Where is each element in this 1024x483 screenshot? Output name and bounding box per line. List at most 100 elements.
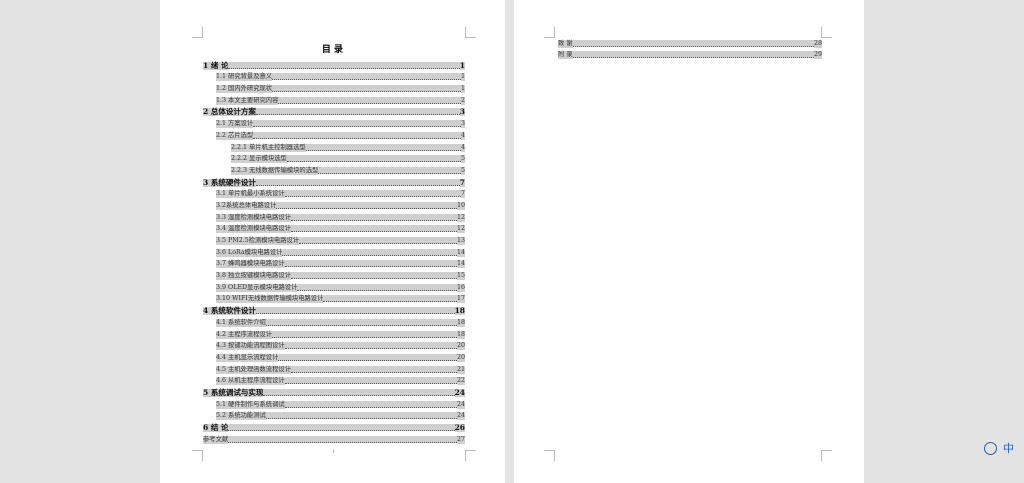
entry-text: 2.1 方案设计 bbox=[216, 120, 254, 129]
entry-page: 14 bbox=[456, 260, 465, 269]
crop-mark bbox=[821, 450, 832, 461]
dot-leader bbox=[291, 365, 457, 373]
entry-page: 15 bbox=[456, 272, 465, 281]
dot-leader bbox=[272, 330, 457, 338]
entry-text: 3.2系统总体电路设计 bbox=[216, 201, 277, 210]
entry-text: 1.1 研究背景及意义 bbox=[216, 73, 273, 82]
dot-leader bbox=[253, 131, 461, 139]
entry-text: 1 绪 论 bbox=[203, 60, 229, 70]
crop-mark bbox=[192, 27, 203, 38]
toc-entry: 2 总体设计方案 3 bbox=[203, 105, 465, 117]
toc-entry: 2.2.1 单片机主控制器选型 4 bbox=[203, 140, 465, 152]
entry-page: 18 bbox=[456, 330, 465, 339]
dot-leader bbox=[299, 237, 457, 244]
dot-leader bbox=[305, 143, 461, 151]
entry-page: 1 bbox=[460, 73, 465, 82]
dot-leader bbox=[255, 178, 460, 186]
entry-text: 3.7 蜂鸣器模块电路设计 bbox=[216, 260, 285, 269]
entry-page: 3 bbox=[460, 120, 465, 129]
ime-icon bbox=[984, 441, 997, 455]
entry-page: 27 bbox=[456, 435, 465, 444]
entry-page: 10 bbox=[456, 201, 465, 210]
entry-text: 4.3 按键功能流程图设计 bbox=[216, 342, 285, 351]
dot-leader bbox=[263, 388, 455, 396]
dot-leader bbox=[228, 424, 455, 431]
entry-text: 2.2.2 显示模块选型 bbox=[231, 155, 287, 164]
toc-entry: 3.10 WIFI无线数据传输模块电路设计 17 bbox=[203, 292, 465, 304]
toc-entry: 5 系统调试与实现 24 bbox=[203, 385, 465, 397]
entry-page: 12 bbox=[456, 213, 465, 222]
entry-text: 5 系统调试与实现 bbox=[203, 387, 264, 397]
entry-text: 3.10 WIFI无线数据传输模块电路设计 bbox=[216, 295, 324, 304]
entry-text: 参考文献 bbox=[203, 435, 229, 444]
entry-page: 24 bbox=[456, 412, 465, 421]
toc-entry: 3.4 温度检测模块电路设计 12 bbox=[203, 222, 465, 234]
dot-leader bbox=[284, 190, 461, 198]
dot-leader bbox=[572, 51, 814, 59]
entry-page: 13 bbox=[456, 237, 465, 245]
entry-text: 4.1 系统软件介绍 bbox=[216, 318, 266, 327]
toc-entry: 3.6 LoRa模块电路设计 14 bbox=[203, 245, 465, 257]
toc-entry: 3.2系统总体电路设计 10 bbox=[203, 198, 465, 210]
toc-entry: 2.1 方案设计 3 bbox=[203, 116, 465, 129]
entry-text: 致 谢 bbox=[558, 39, 573, 48]
toc-entry: 1.1 研究背景及意义 1 bbox=[203, 70, 465, 82]
dot-leader bbox=[276, 201, 457, 209]
ime-indicator[interactable]: 中 bbox=[984, 440, 1014, 456]
entry-page: 20 bbox=[456, 342, 465, 351]
entry-page: 7 bbox=[459, 177, 465, 187]
toc-entry: 3.1 单片机最小系统设计 7 bbox=[203, 187, 465, 199]
toc-title: 目 录 bbox=[321, 45, 344, 55]
dot-leader bbox=[272, 73, 461, 81]
entry-page: 28 bbox=[813, 39, 822, 48]
toc-entry: 参考文献 27 bbox=[203, 432, 465, 444]
toc-entry: 2.2 芯片选型 4 bbox=[203, 128, 465, 140]
crop-mark bbox=[465, 450, 476, 461]
dot-leader bbox=[297, 283, 457, 291]
toc-entry: 4.5 主机处理函数流程设计 21 bbox=[203, 362, 465, 374]
toc-entry: 3.3 湿度检测模块电路设计 12 bbox=[203, 210, 465, 222]
dot-leader bbox=[253, 120, 461, 128]
entry-page: 4 bbox=[460, 143, 465, 152]
dot-leader bbox=[265, 412, 457, 420]
entry-page: 24 bbox=[454, 387, 465, 397]
entry-text: 3.1 单片机最小系统设计 bbox=[216, 190, 285, 199]
toc-entry: 1 绪 论 1 bbox=[203, 58, 465, 70]
toc-entry: 1.3 本文主要研究内容 2 bbox=[203, 93, 465, 105]
toc-entry: 附 录 29 bbox=[558, 48, 822, 60]
toc-entry: 3 系统硬件设计 7 bbox=[203, 175, 465, 187]
entry-text: 2.2.3 无线数据传输模块的选型 bbox=[231, 166, 319, 175]
dot-leader bbox=[284, 342, 457, 350]
entry-text: 3.8 独立按键模块电路设计 bbox=[216, 272, 291, 281]
entry-text: 5.1 硬件制作与系统调试 bbox=[216, 400, 285, 409]
entry-page: 18 bbox=[454, 306, 465, 316]
entry-page: 5 bbox=[460, 155, 465, 164]
toc-entry: 3.8 独立按键模块电路设计 15 bbox=[203, 268, 465, 281]
ime-label: 中 bbox=[1003, 442, 1014, 455]
entry-page: 1 bbox=[459, 60, 465, 70]
dot-leader bbox=[318, 166, 461, 174]
entry-page: 22 bbox=[456, 377, 465, 386]
dot-leader bbox=[228, 61, 460, 69]
entry-page: 18 bbox=[456, 318, 465, 327]
entry-page: 21 bbox=[456, 365, 465, 374]
entry-page: 12 bbox=[456, 225, 465, 234]
entry-text: 附 录 bbox=[558, 51, 573, 60]
toc-entry: 2.2.3 无线数据传输模块的选型 5 bbox=[203, 163, 465, 175]
entry-text: 2.2.1 单片机主控制器选型 bbox=[231, 143, 306, 152]
entry-page: 20 bbox=[456, 353, 465, 362]
entry-text: 5.2 系统功能测试 bbox=[216, 412, 266, 421]
entry-page: 14 bbox=[456, 248, 465, 257]
toc-entry: 4.3 按键功能流程图设计 20 bbox=[203, 339, 465, 351]
entry-text: 4 系统软件设计 bbox=[203, 306, 256, 316]
dot-leader bbox=[265, 318, 457, 326]
entry-text: 4.4 主机显示流程设计 bbox=[216, 353, 279, 362]
toc-entry: 2.2.2 显示模块选型 5 bbox=[203, 152, 465, 164]
entry-text: 3.6 LoRa模块电路设计 bbox=[216, 248, 283, 257]
entry-page: 24 bbox=[456, 400, 465, 409]
dot-leader bbox=[286, 155, 461, 163]
dot-leader bbox=[278, 353, 457, 361]
crop-mark bbox=[192, 450, 203, 461]
entry-text: 6 结 论 bbox=[203, 423, 229, 432]
